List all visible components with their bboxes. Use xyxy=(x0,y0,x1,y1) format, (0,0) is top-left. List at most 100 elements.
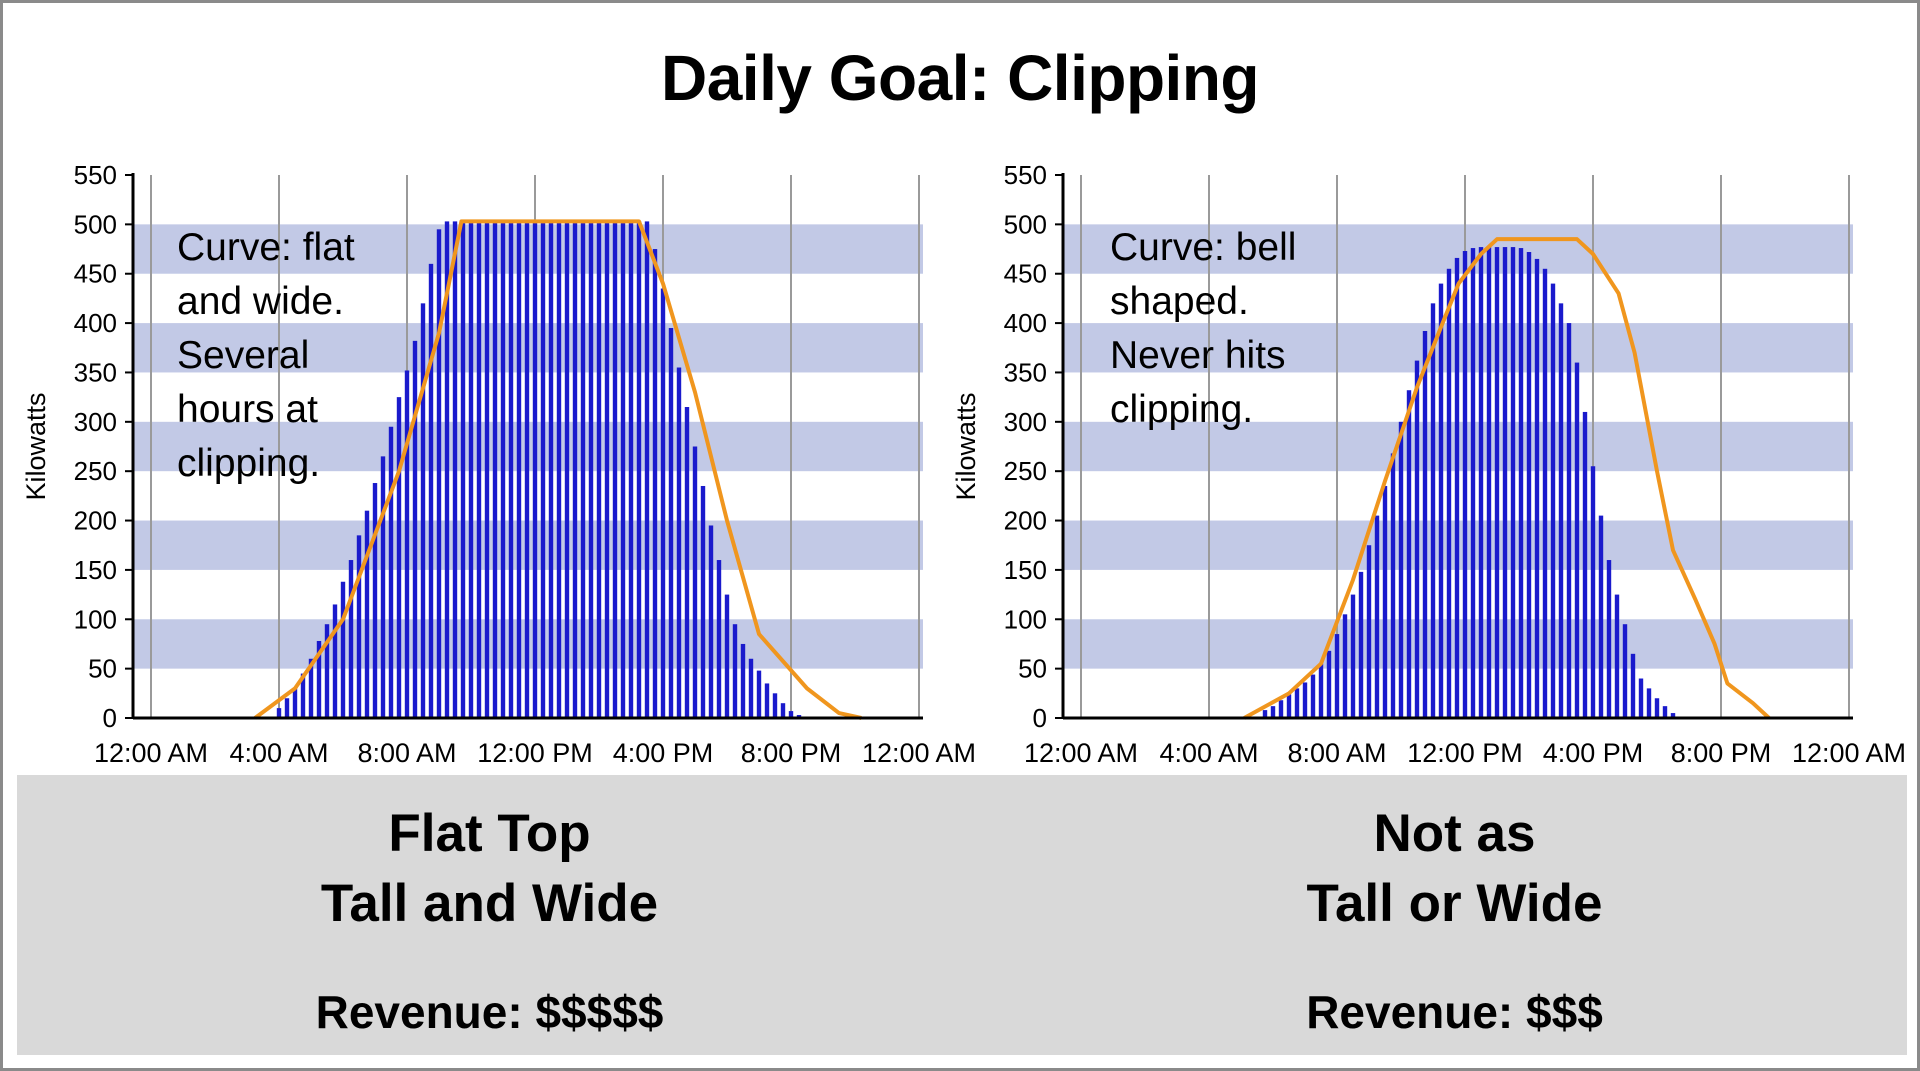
bar xyxy=(1590,466,1596,718)
bar xyxy=(1462,251,1468,718)
bar xyxy=(604,221,610,718)
bar xyxy=(460,221,466,718)
bar xyxy=(588,221,594,718)
bar xyxy=(404,370,410,718)
y-tick-label: 300 xyxy=(1004,407,1047,437)
bar xyxy=(492,221,498,718)
bar xyxy=(692,446,698,718)
bar xyxy=(1358,571,1364,718)
x-tick-label: 12:00 PM xyxy=(477,738,593,768)
bar xyxy=(628,221,634,718)
bar xyxy=(1342,614,1348,718)
panel-bell-revenue: Revenue: $$$ xyxy=(1306,986,1603,1038)
annotation-bell-curve: Curve: bell shaped. Never hits clipping. xyxy=(1110,226,1297,431)
bar xyxy=(1510,247,1516,718)
y-tick-label: 300 xyxy=(74,407,117,437)
bar xyxy=(652,249,658,718)
y-tick-label: 400 xyxy=(1004,308,1047,338)
bar xyxy=(1526,252,1532,719)
bar xyxy=(660,288,666,718)
bar xyxy=(1430,303,1436,718)
chart-flat-top: 12:00 AM 4:00 AM 8:00 AM 12:00 PM 4:00 PM 8:0… xyxy=(21,160,976,768)
bar xyxy=(740,643,746,718)
y-tick-label: 500 xyxy=(74,209,117,239)
annotation-flat-curve: Curve: flat and wide. Several hours at c… xyxy=(177,226,355,485)
bar xyxy=(1606,560,1612,718)
bar xyxy=(1302,682,1308,718)
y-tick-label: 50 xyxy=(1018,654,1047,684)
bar xyxy=(620,221,626,718)
y-tick-label: 450 xyxy=(74,259,117,289)
bar xyxy=(580,221,586,718)
bar xyxy=(556,221,562,718)
bar xyxy=(1598,515,1604,718)
bar xyxy=(1318,663,1324,718)
page-title: Daily Goal: Clipping xyxy=(660,42,1260,114)
x-tick-label: 12:00 AM xyxy=(862,738,976,768)
bar xyxy=(676,367,682,718)
bar xyxy=(1446,268,1452,718)
y-tick-label: 500 xyxy=(1004,209,1047,239)
bar xyxy=(1382,485,1388,718)
chart-bell-shaped: 12:00 AM 4:00 AM 8:00 AM 12:00 PM 4:00 PM 8:0… xyxy=(951,160,1906,768)
bar xyxy=(764,683,770,718)
bar xyxy=(284,698,290,718)
x-tick-label: 8:00 AM xyxy=(357,738,456,768)
bar xyxy=(516,221,522,718)
charts-canvas: 12:00 AM 4:00 AM 8:00 AM 12:00 PM 4:00 PM 8:0… xyxy=(21,160,1906,768)
bar xyxy=(1438,283,1444,718)
panel-flat-top: Flat Top Tall and Wide Revenue: $$$$$ xyxy=(17,775,962,1039)
bar xyxy=(1278,700,1284,718)
bar xyxy=(1286,694,1292,718)
bar xyxy=(700,485,706,718)
bar xyxy=(1422,330,1428,718)
bar xyxy=(340,581,346,718)
x-tick-label: 4:00 PM xyxy=(1543,738,1644,768)
bar xyxy=(1486,247,1492,718)
panel-flat-top-heading-2: Tall and Wide xyxy=(320,874,659,933)
x-tick-label: 12:00 AM xyxy=(94,738,208,768)
bar xyxy=(1414,360,1420,718)
bar xyxy=(1398,421,1404,718)
y-tick-label: 350 xyxy=(1004,357,1047,387)
bar xyxy=(500,221,506,718)
bar xyxy=(1574,362,1580,718)
x-tick-label: 12:00 AM xyxy=(1024,738,1138,768)
bar xyxy=(396,397,402,718)
y-tick-label: 550 xyxy=(1004,160,1047,190)
bar xyxy=(772,693,778,718)
bar xyxy=(276,708,282,718)
bar xyxy=(1374,515,1380,718)
bar xyxy=(1470,248,1476,719)
bar xyxy=(1614,594,1620,718)
bar xyxy=(1334,634,1340,718)
bar xyxy=(540,221,546,718)
x-tick-label: 4:00 AM xyxy=(1159,738,1258,768)
x-tick-label: 12:00 AM xyxy=(1792,738,1906,768)
bar xyxy=(564,221,570,718)
output-curve xyxy=(253,219,862,720)
bar xyxy=(444,221,450,718)
bar xyxy=(1558,303,1564,718)
comparison-band: Flat Top Tall and Wide Revenue: $$$$$ No… xyxy=(17,775,1907,1055)
bar xyxy=(1534,258,1540,718)
bar xyxy=(300,673,306,718)
x-tick-label: 8:00 AM xyxy=(1287,738,1386,768)
bar xyxy=(756,670,762,718)
y-tick-label: 200 xyxy=(74,506,117,536)
y-tick-label: 250 xyxy=(1004,456,1047,486)
bar xyxy=(524,221,530,718)
y-tick-label: 0 xyxy=(103,703,117,733)
x-tick-label: 4:00 AM xyxy=(229,738,328,768)
bar xyxy=(292,688,298,718)
bar xyxy=(1270,706,1276,718)
bar xyxy=(324,624,330,718)
bar xyxy=(508,221,514,718)
bar xyxy=(364,510,370,718)
bar xyxy=(1310,674,1316,718)
panel-flat-top-revenue: Revenue: $$$$$ xyxy=(315,986,664,1038)
bar xyxy=(348,560,354,718)
bar xyxy=(1638,678,1644,718)
y-axis-label: Kilowatts xyxy=(21,392,51,500)
